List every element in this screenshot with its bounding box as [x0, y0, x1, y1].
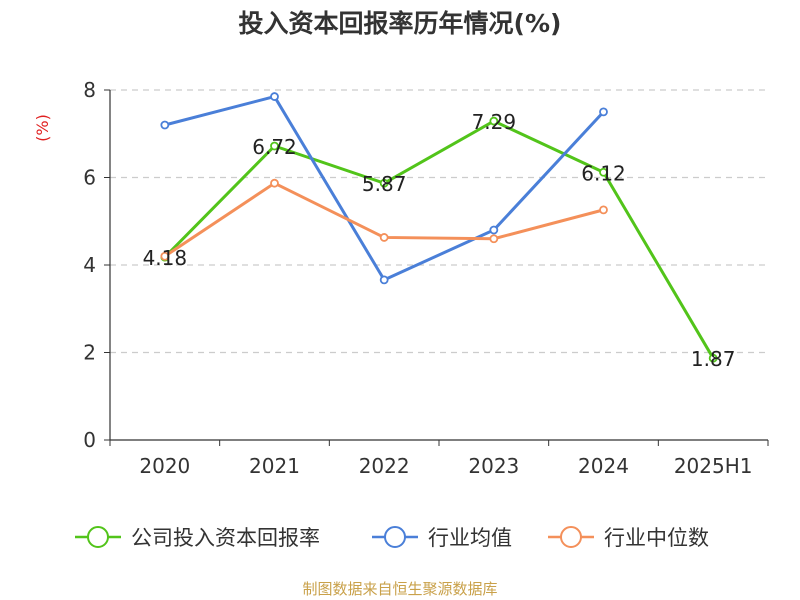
data-point [489, 234, 499, 244]
x-tick-label: 2022 [359, 454, 410, 478]
data-point [379, 275, 389, 285]
series-lines [160, 92, 718, 363]
legend-label: 公司投入资本回报率 [131, 526, 320, 550]
legend-marker [87, 526, 109, 548]
x-tick-label: 2020 [139, 454, 190, 478]
legend-marker [384, 526, 406, 548]
data-point [599, 107, 608, 117]
series-line [163, 119, 715, 359]
data-labels: 4.18 6.72 5.87 7.29 6.12 1.87 [143, 110, 736, 371]
data-point [160, 120, 170, 130]
y-tick-label: 4 [83, 253, 96, 277]
data-label: 5.87 [362, 172, 407, 196]
legend-label: 行业中位数 [604, 526, 709, 550]
data-point [270, 178, 279, 188]
y-tick-label: 8 [83, 78, 96, 102]
y-tick-label: 2 [83, 341, 96, 365]
data-label: 4.18 [143, 246, 188, 270]
grid-lines [110, 89, 768, 354]
data-point [270, 141, 279, 151]
y-tick-label: 0 [83, 428, 96, 452]
data-point [160, 251, 170, 261]
legend: 公司投入资本回报率 行业均值 行业中位数 [75, 526, 709, 550]
data-point [270, 92, 279, 101]
data-point [489, 116, 499, 126]
x-tick-label: 2025H1 [674, 454, 753, 478]
source-note: 制图数据来自恒生聚源数据库 [302, 580, 498, 598]
data-point [599, 205, 608, 215]
data-point [708, 353, 718, 363]
data-point [379, 178, 389, 188]
y-tick-label: 6 [83, 166, 96, 190]
chart-title: 投入资本回报率历年情况(%) [238, 9, 562, 38]
axes: 0 2 4 6 8 (%) 2020 2021 2022 2023 2024 2025H1 [33, 78, 769, 478]
y-axis-label: (%) [33, 114, 52, 142]
data-point [599, 167, 608, 177]
data-label: 6.12 [581, 161, 626, 185]
legend-marker [560, 526, 582, 548]
data-label: 1.87 [691, 347, 736, 371]
x-tick-label: 2021 [249, 454, 300, 478]
data-point [379, 233, 389, 242]
data-label: 7.29 [472, 110, 517, 134]
x-tick-label: 2023 [468, 454, 519, 478]
legend-label: 行业均值 [428, 526, 512, 550]
data-point [489, 225, 499, 235]
x-tick-label: 2024 [578, 454, 629, 478]
data-label: 6.72 [252, 135, 297, 159]
